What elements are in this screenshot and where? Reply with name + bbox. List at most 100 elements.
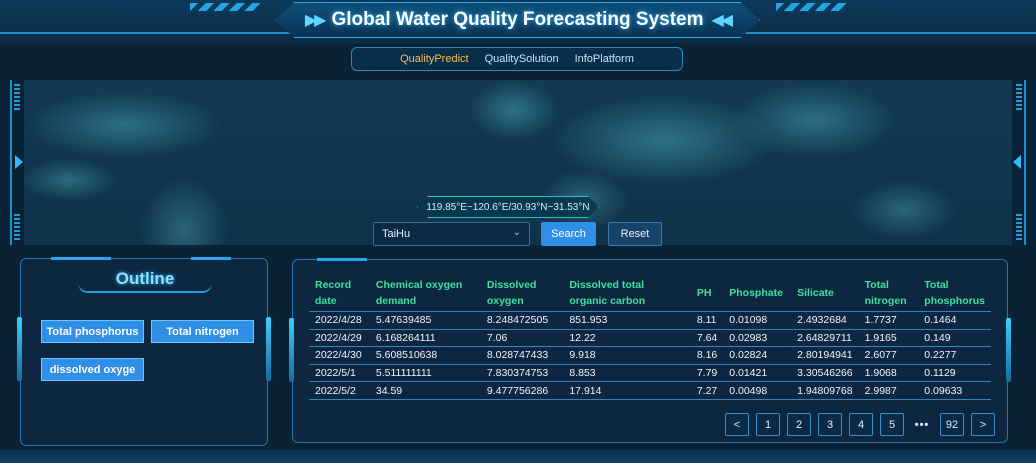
corner-bar-decoration — [51, 257, 111, 260]
table-row: 2022/5/1 5.511111111 7.830374753 8.853 7… — [309, 364, 991, 382]
reset-button[interactable]: Reset — [608, 222, 662, 246]
triangle-left-icon — [15, 155, 23, 169]
world-map[interactable] — [24, 80, 1012, 245]
table-row: 2022/4/29 6.168264111 7.06 12.22 7.64 0.… — [309, 329, 991, 347]
chevron-down-icon: ⌄ — [513, 227, 521, 238]
table-cell: 7.64 — [691, 329, 723, 347]
table-cell: 3.30546266 — [791, 364, 858, 382]
prev-page-button[interactable]: < — [725, 413, 749, 436]
stripes-decoration — [190, 3, 260, 11]
page-button-3[interactable]: 3 — [818, 413, 842, 436]
outline-panel: Outline Total phosphorus Total nitrogen … — [20, 258, 268, 446]
nav-item-quality-solution[interactable]: QualitySolution — [485, 53, 559, 65]
table-cell: 2022/4/29 — [309, 329, 370, 347]
map-frame — [10, 80, 1026, 245]
data-table-panel: Record date Chemical oxygen demand Disso… — [292, 259, 1008, 443]
nav-item-info-platform[interactable]: InfoPlatform — [575, 53, 634, 65]
next-page-button[interactable]: > — [971, 413, 995, 436]
table-cell: 1.94809768 — [791, 382, 858, 400]
table-cell: 0.1464 — [918, 312, 991, 330]
page-button-5[interactable]: 5 — [880, 413, 904, 436]
title-box: ▶▶ Global Water Quality Forecasting Syst… — [275, 2, 760, 38]
table-cell: 2.64829711 — [791, 329, 858, 347]
table-cell: 0.00498 — [723, 382, 791, 400]
corner-bar-decoration — [317, 258, 367, 261]
table-cell: 1.7737 — [859, 312, 919, 330]
column-header: Total nitrogen — [859, 275, 919, 312]
table-cell: 2.6077 — [859, 347, 919, 365]
column-header: Dissolved total organic carbon — [563, 275, 690, 312]
table-cell: 7.06 — [481, 329, 564, 347]
triangle-right-icon — [1013, 155, 1021, 169]
coordinate-readout: 119.85°E~120.6°E/30.93°N~31.53°N — [417, 196, 599, 218]
water-quality-table: Record date Chemical oxygen demand Disso… — [309, 275, 991, 400]
column-header: Total phosphorus — [918, 275, 991, 312]
table-cell: 2022/5/2 — [309, 382, 370, 400]
column-header: Silicate — [791, 275, 858, 312]
table-cell: 2.9987 — [859, 382, 919, 400]
header-decoration-left — [0, 0, 300, 34]
side-bars-decoration — [1016, 214, 1022, 240]
side-bars-decoration — [14, 214, 20, 240]
table-cell: 2.80194941 — [791, 347, 858, 365]
page-button-4[interactable]: 4 — [849, 413, 873, 436]
outline-title: Outline — [116, 269, 175, 289]
page-button-2[interactable]: 2 — [787, 413, 811, 436]
column-header: Dissolved oxygen — [481, 275, 564, 312]
table-cell: 5.608510638 — [370, 347, 481, 365]
table-cell: 7.79 — [691, 364, 723, 382]
side-bars-decoration — [1016, 84, 1022, 110]
table-cell: 0.01098 — [723, 312, 791, 330]
column-header: Chemical oxygen demand — [370, 275, 481, 312]
page-button-1[interactable]: 1 — [756, 413, 780, 436]
table-cell: 17.914 — [563, 382, 690, 400]
table-cell: 8.248472505 — [481, 312, 564, 330]
search-button[interactable]: Search — [541, 222, 596, 246]
table-header-row: Record date Chemical oxygen demand Disso… — [309, 275, 991, 312]
outline-title-box: Outline — [78, 267, 212, 293]
main-nav: QualityPredict QualitySolution InfoPlatf… — [351, 47, 683, 71]
table-cell: 0.09633 — [918, 382, 991, 400]
column-header: Phosphate — [723, 275, 791, 312]
table-row: 2022/5/2 34.59 9.477756286 17.914 7.27 0… — [309, 382, 991, 400]
page-button-last[interactable]: 92 — [940, 413, 964, 436]
corner-bar-decoration — [191, 257, 231, 260]
map-side-right — [1014, 80, 1026, 245]
table-cell: 8.853 — [563, 364, 690, 382]
lake-select[interactable]: TaiHu ⌄ — [373, 222, 530, 246]
ellipsis-icon[interactable]: ••• — [911, 413, 933, 436]
lake-select-value: TaiHu — [382, 228, 410, 240]
nav-item-quality-predict[interactable]: QualityPredict — [400, 53, 468, 65]
bottom-strip — [0, 450, 1036, 463]
panel-side-right — [266, 317, 271, 381]
column-header: PH — [691, 275, 723, 312]
table-cell: 6.168264111 — [370, 329, 481, 347]
panel-side-right — [1006, 318, 1011, 382]
table-cell: 9.477756286 — [481, 382, 564, 400]
table-cell: 5.47639485 — [370, 312, 481, 330]
table-cell: 2022/4/30 — [309, 347, 370, 365]
side-bars-decoration — [14, 84, 20, 110]
title-arrow-left-icon: ▶▶ — [305, 10, 324, 30]
table-cell: 0.149 — [918, 329, 991, 347]
table-cell: 8.11 — [691, 312, 723, 330]
title-arrow-right-icon: ◀◀ — [712, 10, 731, 30]
pagination: < 1 2 3 4 5 ••• 92 > — [725, 413, 995, 436]
panel-side-left — [289, 318, 294, 382]
table-cell: 34.59 — [370, 382, 481, 400]
map-side-left — [10, 80, 22, 245]
table-cell: 0.2277 — [918, 347, 991, 365]
tag-total-phosphorus[interactable]: Total phosphorus — [41, 320, 144, 343]
table-row: 2022/4/30 5.608510638 8.028747433 9.918 … — [309, 347, 991, 365]
table-cell: 7.27 — [691, 382, 723, 400]
table-cell: 1.9068 — [859, 364, 919, 382]
table-cell: 2022/5/1 — [309, 364, 370, 382]
tag-total-nitrogen[interactable]: Total nitrogen — [151, 320, 254, 343]
tag-dissolved-oxygen[interactable]: dissolved oxyge — [41, 358, 144, 381]
table-cell: 1.9165 — [859, 329, 919, 347]
table-cell: 0.01421 — [723, 364, 791, 382]
table-row: 2022/4/28 5.47639485 8.248472505 851.953… — [309, 312, 991, 330]
table-cell: 851.953 — [563, 312, 690, 330]
header: ▶▶ Global Water Quality Forecasting Syst… — [0, 0, 1036, 44]
table-cell: 0.02824 — [723, 347, 791, 365]
